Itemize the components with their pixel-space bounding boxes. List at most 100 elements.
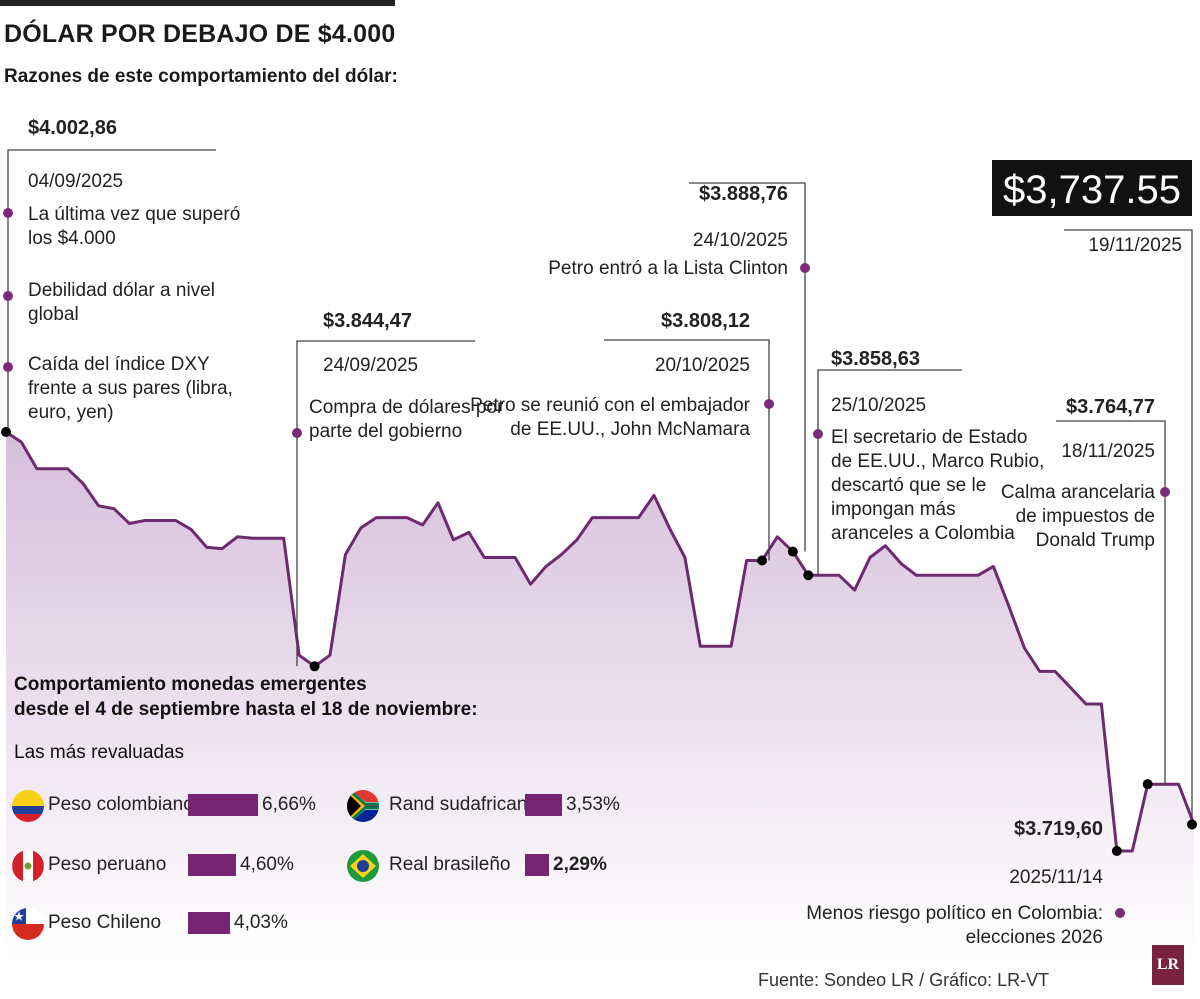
leader-2510 xyxy=(817,369,962,576)
header-rule xyxy=(0,0,395,6)
note-dot xyxy=(800,263,810,273)
annotation-note: Petro entró a la Lista Clinton xyxy=(548,258,788,279)
annotation-date: 24/10/2025 xyxy=(693,230,788,251)
price-line xyxy=(5,430,1196,853)
currency-row-chile: Peso Chileno 4,03% xyxy=(12,908,342,940)
annotation-note: parte del gobierno xyxy=(309,421,462,442)
leader-0409 xyxy=(7,149,216,432)
annotation-date: 19/11/2025 xyxy=(1088,235,1182,256)
annotation-note: Compra de dólares por xyxy=(309,397,504,418)
currency-name: Rand sudafricano xyxy=(389,794,538,815)
note-dot xyxy=(1115,908,1125,918)
currencies-title-line1: Comportamiento monedas emergentes xyxy=(14,674,367,695)
currency-bar xyxy=(525,794,562,816)
annotation-note: Caída del índice DXY xyxy=(28,354,210,375)
annotation-value: $3.808,12 xyxy=(661,310,750,332)
currencies-title-line2: desde el 4 de septiembre hasta el 18 de … xyxy=(14,699,478,720)
leader-1911 xyxy=(1064,229,1193,825)
currencies-subtitle: Las más revaluadas xyxy=(14,742,185,763)
chile-flag-icon xyxy=(12,908,44,940)
annotation-leaders xyxy=(7,149,1193,852)
annotation-note: Menos riesgo político en Colombia: xyxy=(806,903,1103,924)
note-dot xyxy=(764,399,774,409)
annotation-note: euro, yen) xyxy=(28,402,114,423)
annotation-value: $3.764,77 xyxy=(1066,396,1155,418)
annotation-note: global xyxy=(28,304,79,325)
currency-row-brazil: Real brasileño 2,29% xyxy=(347,850,637,882)
latest-value: $3,737.55 xyxy=(1003,168,1181,212)
annotation-note: de impuestos de xyxy=(1016,506,1155,527)
data-point-marker xyxy=(803,570,814,581)
note-dot xyxy=(813,429,823,439)
peru-flag-icon xyxy=(12,850,44,882)
currency-row-south-africa: Rand sudafricano 3,53% xyxy=(347,790,637,822)
data-point-marker xyxy=(1187,819,1197,830)
note-dot xyxy=(292,428,302,438)
annotation-date: 24/09/2025 xyxy=(323,355,418,376)
leader-2410 xyxy=(689,182,806,552)
source-credit: Fuente: Sondeo LR / Gráfico: LR-VT xyxy=(758,970,1050,990)
currency-pct: 3,53% xyxy=(566,794,620,815)
currency-bar xyxy=(188,794,258,816)
annotation-date: 2025/11/14 xyxy=(1009,867,1103,888)
data-point-marker xyxy=(1111,846,1122,856)
lr-logo: LR xyxy=(1152,945,1184,985)
leader-2010 xyxy=(604,339,770,561)
currency-bar xyxy=(525,854,549,876)
annotation-note: frente a sus pares (libra, xyxy=(28,378,233,399)
data-point-marker xyxy=(309,661,320,672)
annotation-note: impongan más xyxy=(831,499,956,520)
annotation-note: El secretario de Estado xyxy=(831,427,1027,448)
currency-name: Peso Chileno xyxy=(48,912,162,933)
note-dot xyxy=(3,291,13,301)
south-africa-flag-icon xyxy=(347,790,379,822)
leader-2409 xyxy=(296,340,475,667)
annotation-note: Donald Trump xyxy=(1036,530,1155,551)
currency-name: Real brasileño xyxy=(389,854,511,875)
annotation-date: 20/10/2025 xyxy=(655,355,750,376)
annotation-note: Debilidad dólar a nivel xyxy=(28,280,215,301)
page-title: DÓLAR POR DEBAJO DE $4.000 xyxy=(4,20,396,48)
note-dot xyxy=(3,362,13,372)
currency-row-peru: Peso peruano 4,60% xyxy=(12,850,342,882)
data-point-marker xyxy=(787,546,798,557)
annotation-note: Calma arancelaria xyxy=(1001,482,1156,503)
annotation-date: 04/09/2025 xyxy=(28,171,123,192)
area-fill xyxy=(6,432,1194,960)
annotation-value: $3.858,63 xyxy=(831,348,920,370)
annotation-note: de EE.UU., John McNamara xyxy=(510,419,750,440)
annotation-value: $3.719,60 xyxy=(1014,818,1103,840)
latest-value-box xyxy=(992,160,1192,216)
currency-row-colombia: Peso colombiano 6,66% xyxy=(12,790,342,822)
annotation-dots xyxy=(1,208,1197,918)
brazil-flag-icon xyxy=(347,850,379,882)
annotation-note: Petro se reunió con el embajador xyxy=(470,395,751,416)
annotation-note: los $4.000 xyxy=(28,228,116,249)
data-point-marker xyxy=(1142,779,1153,790)
currency-name: Peso colombiano xyxy=(48,794,194,815)
annotation-value: $3.844,47 xyxy=(323,310,412,332)
currency-bar xyxy=(188,912,230,934)
annotation-value: $4.002,86 xyxy=(28,117,117,139)
annotation-note: La última vez que superó xyxy=(28,204,240,225)
currency-pct: 2,29% xyxy=(553,854,607,875)
currency-pct: 4,03% xyxy=(234,912,288,933)
data-point-marker xyxy=(1,427,11,437)
currency-pct: 4,60% xyxy=(240,854,294,875)
annotation-date: 25/10/2025 xyxy=(831,395,926,416)
annotation-date: 18/11/2025 xyxy=(1061,441,1155,462)
currency-name: Peso peruano xyxy=(48,854,167,875)
currency-pct: 6,66% xyxy=(262,794,316,815)
annotation-note: descartó que se le xyxy=(831,475,986,496)
colombia-flag-icon xyxy=(12,790,44,822)
annotation-note: elecciones 2026 xyxy=(966,927,1103,948)
annotation-note: aranceles a Colombia xyxy=(831,523,1015,544)
note-dot xyxy=(1160,487,1170,497)
data-point-marker xyxy=(757,555,767,566)
currency-bar xyxy=(188,854,236,876)
annotation-value: $3.888,76 xyxy=(699,183,788,205)
annotation-labels: $4.002,86 04/09/2025 La última vez que sup… xyxy=(28,117,1192,948)
annotation-note: de EE.UU., Marco Rubio, xyxy=(831,451,1044,472)
note-dot xyxy=(3,208,13,218)
